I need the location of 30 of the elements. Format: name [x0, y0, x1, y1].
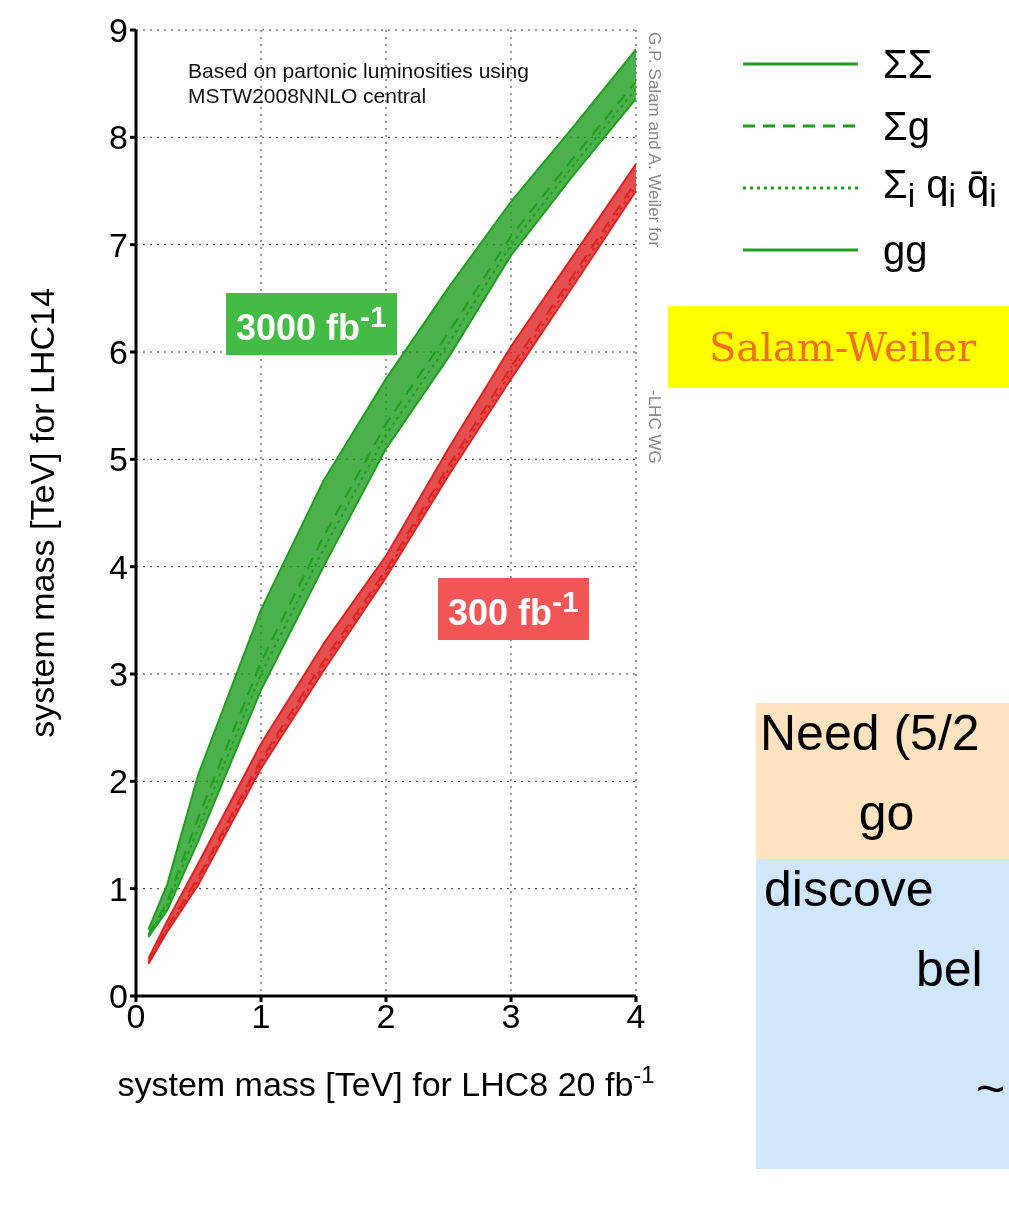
annotation: 300 fb$^{-1}$: [448, 585, 579, 633]
annotation: 3000 fb$^{-1}$: [236, 300, 387, 348]
text: G.P. Salam and A. Weiler for: [645, 32, 665, 247]
text: ~: [976, 1061, 1006, 1117]
legend-label: ΣΣ: [883, 41, 933, 87]
legend-label: Σg: [883, 103, 930, 149]
y-tick-label: 8: [109, 118, 128, 157]
y-axis-title: system mass [TeV] for LHC14: [23, 288, 61, 738]
x-tick-label: 4: [626, 997, 646, 1036]
x-tick-label: 2: [376, 997, 396, 1036]
x-axis-title: system mass [TeV] for LHC8 20 fb$^{-1}$: [117, 1060, 655, 1103]
x-tick-label: 1: [251, 997, 271, 1036]
y-tick-label: 5: [109, 440, 128, 479]
text: go: [858, 785, 915, 841]
x-tick-label: 3: [501, 997, 521, 1036]
y-tick-label: 3: [109, 655, 128, 694]
text: Need (5/2: [760, 705, 980, 761]
text: -LHC WG: [645, 390, 665, 464]
text: bel: [916, 941, 983, 997]
y-tick-label: 2: [109, 762, 128, 801]
legend-label: gg: [883, 227, 928, 273]
y-tick-label: 6: [109, 333, 128, 372]
legend-label: Σ$_{i}$ q$_{i}$ q̄$_{i}$: [883, 161, 997, 215]
text: Salam-Weiler: [708, 323, 977, 371]
annotation: Based on partonic luminosities using MSTW2008NNLO central: [188, 59, 529, 108]
y-tick-label: 4: [109, 547, 128, 586]
y-tick-label: 7: [109, 225, 128, 264]
y-tick-label: 9: [109, 11, 128, 50]
y-tick-label: 1: [109, 869, 128, 908]
text: discove: [764, 861, 934, 917]
